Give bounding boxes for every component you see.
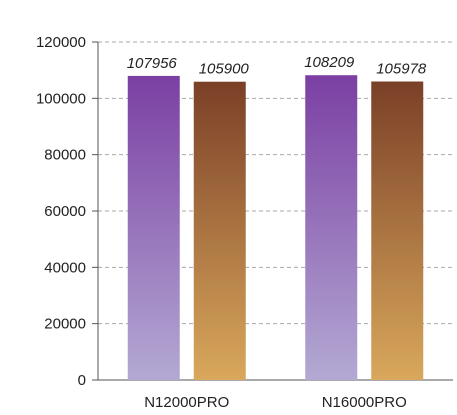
- y-tick-label: 100000: [36, 90, 86, 107]
- data-label: 107956: [127, 55, 178, 72]
- y-tick-label: 60000: [44, 203, 86, 220]
- data-label: 105978: [376, 60, 427, 77]
- y-tick-label: 80000: [44, 147, 86, 164]
- bar: [305, 75, 358, 381]
- y-tick-label: 40000: [44, 259, 86, 276]
- data-label: 105900: [199, 61, 250, 78]
- bar: [127, 75, 180, 380]
- bar: [371, 81, 424, 380]
- y-tick-label: 0: [78, 372, 86, 389]
- x-category-label: N16000PRO: [322, 394, 407, 411]
- bar: [193, 81, 246, 380]
- y-tick-label: 120000: [36, 34, 86, 51]
- data-label: 108209: [304, 54, 355, 71]
- x-category-label: N12000PRO: [144, 394, 229, 411]
- bars: [127, 75, 424, 381]
- y-tick-label: 20000: [44, 316, 86, 333]
- labels: 0 20000 40000 60000 80000 100000 120000 107956 1…: [36, 34, 427, 411]
